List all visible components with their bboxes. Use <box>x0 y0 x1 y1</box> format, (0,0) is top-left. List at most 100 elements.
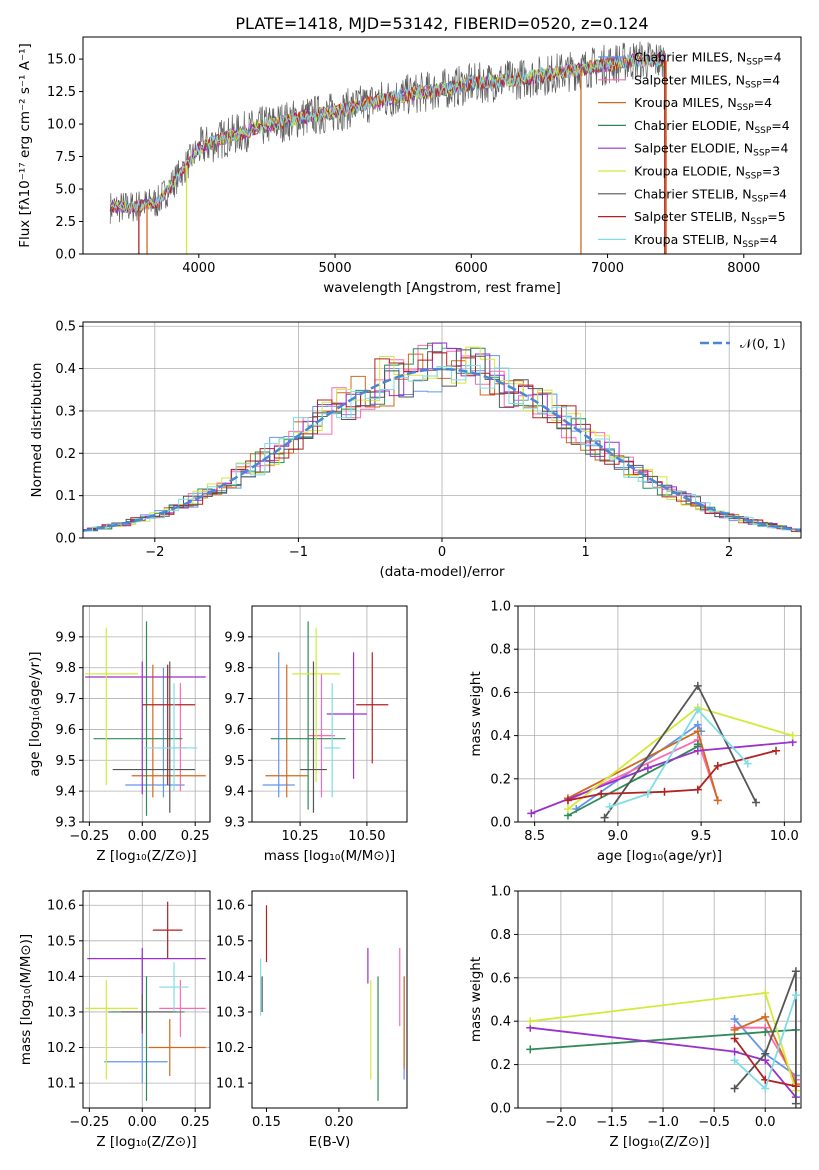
weight-point-marker <box>713 761 722 770</box>
y-tick-label: 0.8 <box>490 928 511 943</box>
x-tick-label: 0.15 <box>252 1115 281 1130</box>
x-tick-label: 0.25 <box>181 829 210 844</box>
axes-frame <box>517 890 802 1109</box>
axes-frame <box>517 605 802 823</box>
histograms <box>83 342 801 533</box>
legend-entry: Salpeter MILES, NSSP=4 <box>634 72 780 90</box>
spectrum-series-line <box>110 53 667 213</box>
spectrum-series-line <box>109 53 667 214</box>
y-tick-label: 9.7 <box>55 692 76 707</box>
weight-point-marker <box>761 1084 770 1093</box>
x-tick-label: 9.0 <box>608 829 629 844</box>
x-tick-label: −0.5 <box>698 1115 730 1130</box>
x-tick-label: 0.20 <box>324 1115 353 1130</box>
x-tick-label: −2.0 <box>545 1115 577 1130</box>
weight-point-marker <box>527 809 536 818</box>
panel-mass_vs_Z: −0.25 0.00 0.25 10.1 10.2 10.3 10.4 10.5 10.6 Z [… <box>18 890 211 1150</box>
weight-point-marker <box>660 787 669 796</box>
x-axis-label: wavelength [Angstrom, rest frame] <box>323 280 561 296</box>
y-tick-label: 10.4 <box>47 970 76 985</box>
spectrum-series-line <box>109 53 666 214</box>
y-tick-label: 9.9 <box>224 630 245 645</box>
y-tick-label: 10.0 <box>47 118 76 133</box>
spectrum-series-line <box>109 53 667 214</box>
y-tick-label: 9.9 <box>55 630 76 645</box>
spectrum-series-line <box>109 52 667 215</box>
y-tick-label: 0.2 <box>490 772 511 787</box>
weight-point-marker <box>730 1047 739 1056</box>
y-tick-label: 0.0 <box>490 816 511 831</box>
weight-series-line <box>567 749 777 802</box>
y-tick-label: 1.0 <box>490 600 511 615</box>
y-tick-label: 10.1 <box>47 1077 76 1092</box>
histogram-series-line <box>83 349 801 533</box>
weight-point-marker <box>563 805 572 814</box>
y-tick-label: 9.4 <box>55 785 76 800</box>
x-tick-label: 10.0 <box>770 829 799 844</box>
panel-mass_vs_ebv: 0.15 0.20 10.1 10.2 10.3 10.4 10.5 10.6 E(B-V) <box>216 890 408 1150</box>
x-tick-label: 8.5 <box>524 829 545 844</box>
x-tick-label: 0.00 <box>128 829 157 844</box>
x-tick-label: 0.25 <box>181 1115 210 1130</box>
weight-lines <box>526 967 800 1108</box>
legend-entry: 𝒩(0, 1) <box>740 336 786 351</box>
normal-curve-line <box>83 367 801 532</box>
spectrum-series-line <box>109 53 667 214</box>
x-tick-label: 4000 <box>182 261 215 276</box>
weight-point-marker <box>788 731 797 740</box>
x-tick-label: −2 <box>145 545 164 560</box>
y-tick-label: 12.5 <box>47 85 76 100</box>
y-tick-label: 9.3 <box>224 816 245 831</box>
y-tick-label: 7.5 <box>55 150 76 165</box>
x-tick-label: 10.25 <box>281 829 318 844</box>
legend-entry: Salpeter ELODIE, NSSP=4 <box>634 141 789 159</box>
weight-point-marker <box>597 789 606 798</box>
y-tick-label: 10.5 <box>47 934 76 949</box>
y-tick-label: 1.0 <box>490 885 511 900</box>
weight-point-marker <box>693 705 702 714</box>
y-tick-label: 9.6 <box>224 723 245 738</box>
y-axis-label: mass weight <box>468 671 484 756</box>
weight-point-marker <box>526 1017 535 1026</box>
x-axis-label: Z [log₁₀(Z/Z⊙)] <box>609 1134 709 1150</box>
x-tick-label: 9.5 <box>691 829 712 844</box>
x-tick-label: 10.50 <box>348 829 385 844</box>
y-tick-label: 0.2 <box>55 447 76 462</box>
y-tick-label: 9.8 <box>55 661 76 676</box>
y-tick-label: 9.8 <box>224 661 245 676</box>
weight-series-line <box>733 970 797 1104</box>
spectrum-series-line <box>109 52 667 214</box>
weight-point-marker <box>526 1045 535 1054</box>
y-tick-label: 10.3 <box>216 1005 245 1020</box>
y-axis-label: Normed distribution <box>29 363 45 498</box>
weight-point-marker <box>693 785 702 794</box>
panel-residuals: −2 −1 0 1 2 0.0 0.1 0.2 0.3 0.4 0.5 (data-model)/er… <box>29 320 802 580</box>
weight-point-marker <box>761 988 770 997</box>
y-tick-label: 0.8 <box>490 643 511 658</box>
y-tick-label: 9.4 <box>224 785 245 800</box>
axes-frame <box>82 605 211 823</box>
y-tick-label: 10.5 <box>216 934 245 949</box>
x-tick-label: 2 <box>725 545 733 560</box>
panel-age_vs_Z: −0.25 0.00 0.25 9.3 9.4 9.5 9.6 9.7 9.8 9.9 Z [log… <box>27 605 211 864</box>
y-tick-label: 0.0 <box>55 248 76 263</box>
y-tick-label: 0.4 <box>490 1015 511 1030</box>
y-tick-label: 10.6 <box>216 899 245 914</box>
weight-point-marker <box>791 967 800 976</box>
weight-point-marker <box>563 796 572 805</box>
x-tick-label: 6000 <box>455 261 488 276</box>
legend-entry: Kroupa ELODIE, NSSP=3 <box>634 164 780 182</box>
weight-point-marker <box>730 1084 739 1093</box>
weight-lines <box>527 681 797 822</box>
y-tick-label: 5.0 <box>55 183 76 198</box>
x-tick-label: −0.25 <box>69 829 109 844</box>
weight-series-line <box>609 708 749 808</box>
y-tick-label: 0.6 <box>490 686 511 701</box>
y-tick-label: 0.4 <box>55 362 76 377</box>
errorbar-points <box>85 901 206 1101</box>
weight-point-marker <box>600 813 609 822</box>
panel-age_vs_mass: 10.25 10.50 9.3 9.4 9.5 9.6 9.7 9.8 9.9 mass [log… <box>224 605 408 864</box>
y-axis-label: Flux [fλ10⁻¹⁷ erg cm⁻² s⁻¹ A⁻¹] <box>17 43 33 248</box>
x-tick-label: 1 <box>581 545 589 560</box>
